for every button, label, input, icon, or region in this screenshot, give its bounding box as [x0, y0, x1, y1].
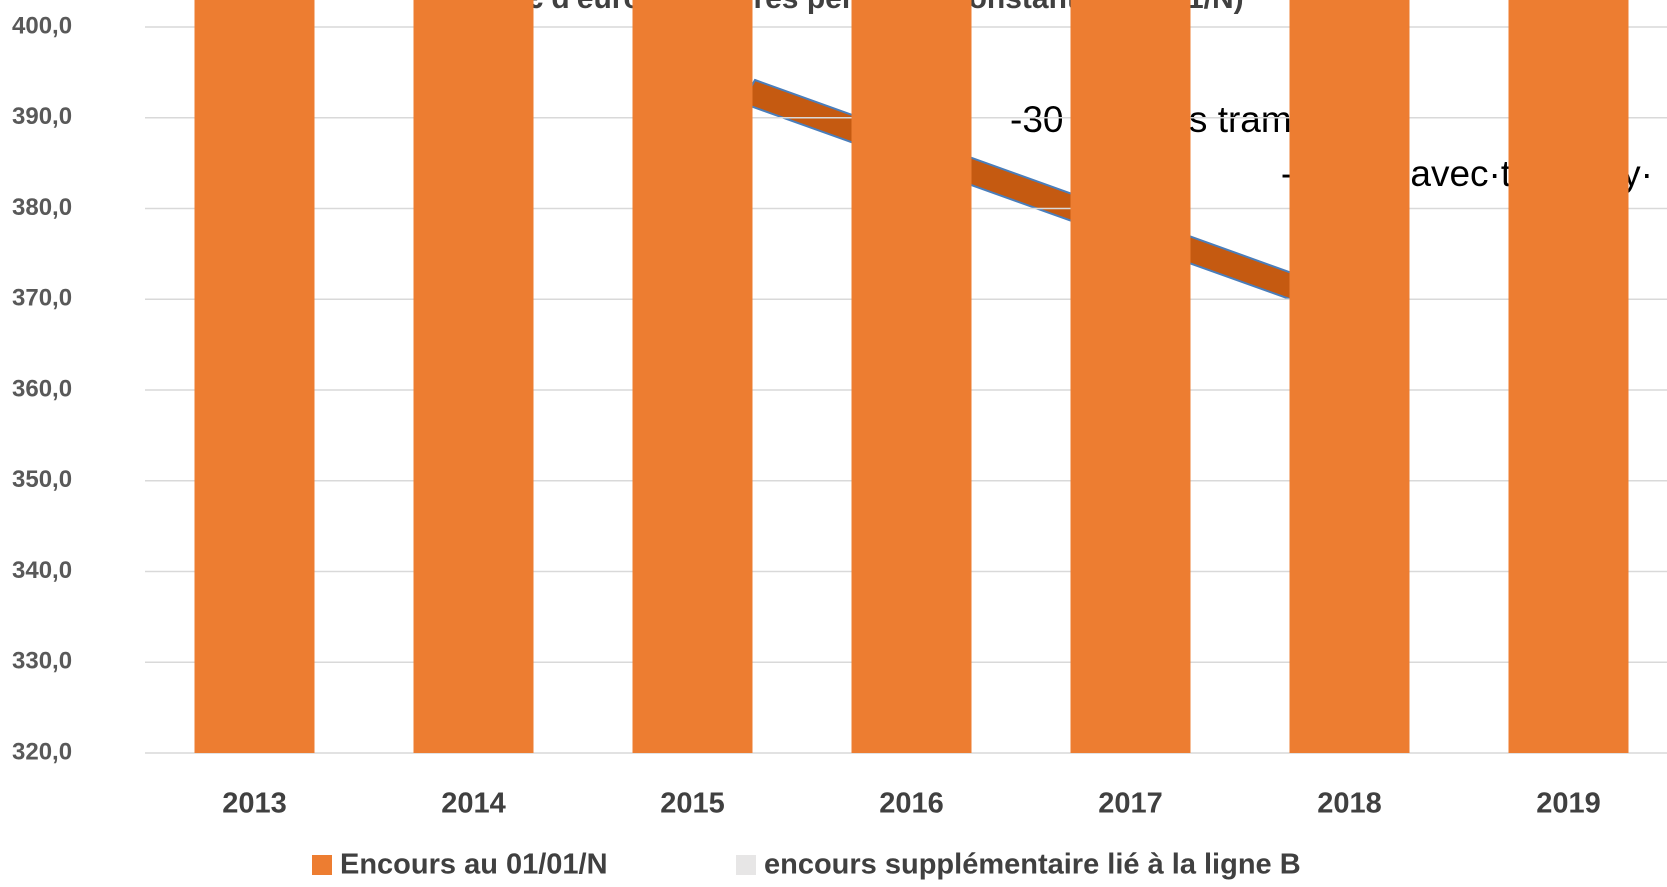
bar: [1289, 0, 1410, 753]
x-tick-label: 2016: [879, 788, 944, 820]
y-tick-label: 400,0: [12, 12, 72, 39]
legend-label: encours supplémentaire lié à la ligne B: [764, 849, 1301, 881]
legend-label: Encours au 01/01/N: [340, 849, 608, 881]
x-tick-label: 2017: [1098, 788, 1163, 820]
y-tick-label: 360,0: [12, 375, 72, 402]
bar: [194, 0, 315, 753]
x-tick-label: 2015: [660, 788, 725, 820]
y-tick-label: 390,0: [12, 103, 72, 130]
y-tick-label: 340,0: [12, 557, 72, 584]
x-tick-label: 2018: [1317, 788, 1382, 820]
y-tick-label: 380,0: [12, 194, 72, 221]
bar: [632, 0, 753, 753]
y-tick-label: 350,0: [12, 466, 72, 493]
y-tick-label: 330,0: [12, 648, 72, 675]
bar: [413, 0, 534, 753]
bar: [851, 0, 972, 753]
x-tick-label: 2013: [222, 788, 287, 820]
bar: [1070, 0, 1191, 753]
legend-swatch: [312, 855, 332, 875]
y-tick-label: 370,0: [12, 285, 72, 312]
y-tick-label: 320,0: [12, 738, 72, 765]
bar: [1508, 0, 1629, 753]
legend-swatch: [736, 855, 756, 875]
x-tick-label: 2019: [1536, 788, 1601, 820]
x-tick-label: 2014: [441, 788, 506, 820]
